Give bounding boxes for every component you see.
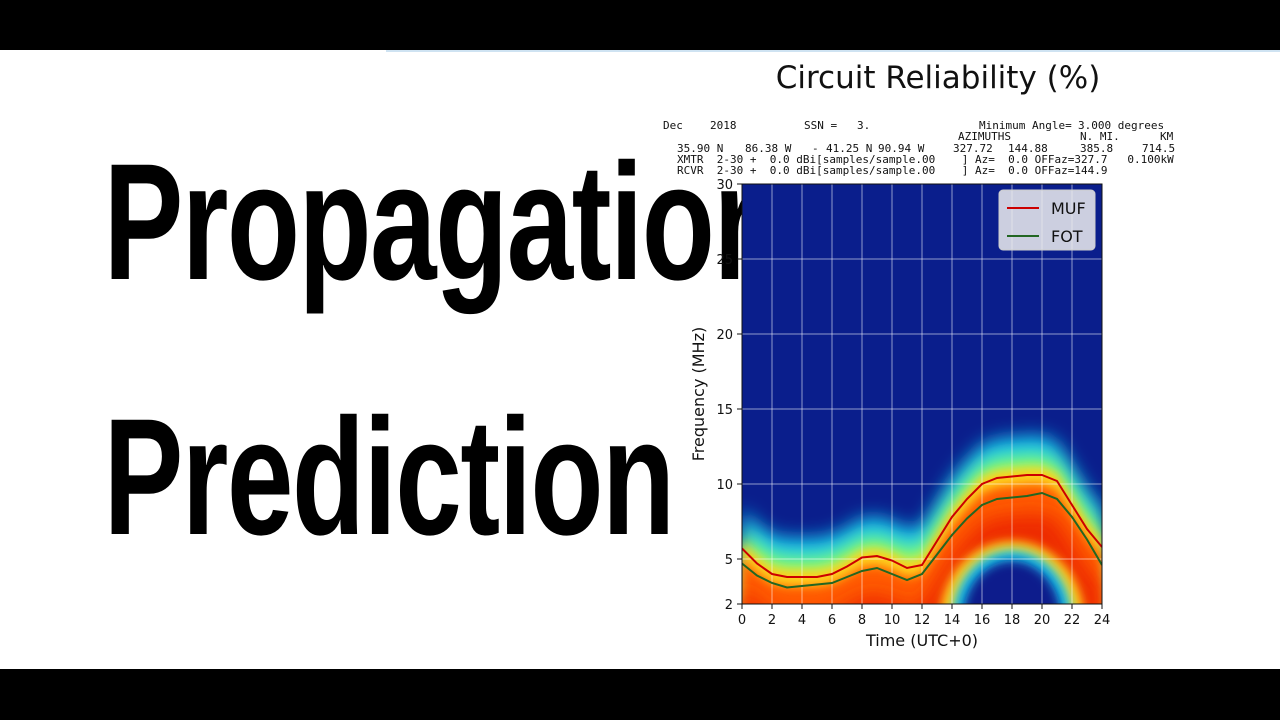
x-tick-label: 8: [858, 613, 866, 628]
x-tick-label: 16: [974, 613, 991, 628]
legend-label-fot: FOT: [1051, 227, 1083, 246]
x-tick-label: 22: [1064, 613, 1081, 628]
header-rx-lat: 41.25 N: [826, 142, 873, 155]
header-tx-lon: 86.38 W: [745, 142, 792, 155]
x-axis-label: Time (UTC+0): [865, 631, 978, 650]
y-tick-label: 25: [716, 253, 733, 268]
header-min-angle-value: 3.000 degrees: [1078, 119, 1165, 132]
x-tick-label: 12: [914, 613, 931, 628]
x-tick-label: 18: [1004, 613, 1021, 628]
x-tick-label: 20: [1034, 613, 1051, 628]
header-km-label: KM: [1160, 130, 1174, 143]
y-axis-label: Frequency (MHz): [689, 327, 708, 461]
chart-title: Circuit Reliability (%): [775, 60, 1101, 96]
x-tick-label: 0: [738, 613, 746, 628]
y-tick-label: 15: [716, 403, 733, 418]
header-separator: -: [812, 142, 819, 155]
y-tick-label: 2: [725, 598, 733, 613]
header-nmi: 385.8: [1080, 142, 1114, 155]
top-letterbox: [0, 0, 1280, 50]
header-az1: 327.72: [953, 142, 993, 155]
series-line-fot: [742, 491, 1102, 589]
series-line-muf: [742, 474, 1102, 578]
header-rx-lon: 90.94 W: [878, 142, 925, 155]
x-tick-label: 10: [884, 613, 901, 628]
x-tick-label: 6: [828, 613, 836, 628]
header-azimuths-label: AZIMUTHS: [958, 130, 1011, 143]
header-km: 714.5: [1142, 142, 1176, 155]
y-tick-label: 5: [725, 553, 733, 568]
x-tick-label: 14: [944, 613, 961, 628]
header-xmtr-line: XMTR 2-30 + 0.0 dBi[samples/sample.00 ] …: [677, 153, 1174, 166]
x-tick-label: 24: [1094, 613, 1111, 628]
accent-line: [386, 50, 1280, 52]
header-rcvr-line: RCVR 2-30 + 0.0 dBi[samples/sample.00 ] …: [677, 164, 1108, 177]
y-tick-label: 10: [716, 478, 733, 493]
x-tick-label: 4: [798, 613, 806, 628]
x-tick-label: 2: [768, 613, 776, 628]
header-month: Dec: [663, 119, 683, 132]
header-year: 2018: [710, 119, 737, 132]
header-ssn-label: SSN =: [804, 119, 838, 132]
legend-label-muf: MUF: [1051, 199, 1086, 218]
header-ssn-value: 3.: [857, 119, 871, 132]
header-min-angle-label: Minimum Angle=: [979, 119, 1072, 132]
headline-line-1: Propagation: [103, 130, 787, 315]
header-nmi-label: N. MI.: [1080, 130, 1120, 143]
header-az2: 144.88: [1008, 142, 1048, 155]
bottom-letterbox: [0, 669, 1280, 720]
y-tick-label: 20: [716, 328, 733, 343]
headline-line-2: Prediction: [103, 385, 675, 570]
header-tx-lat: 35.90 N: [677, 142, 724, 155]
y-tick-label: 30: [716, 178, 733, 193]
